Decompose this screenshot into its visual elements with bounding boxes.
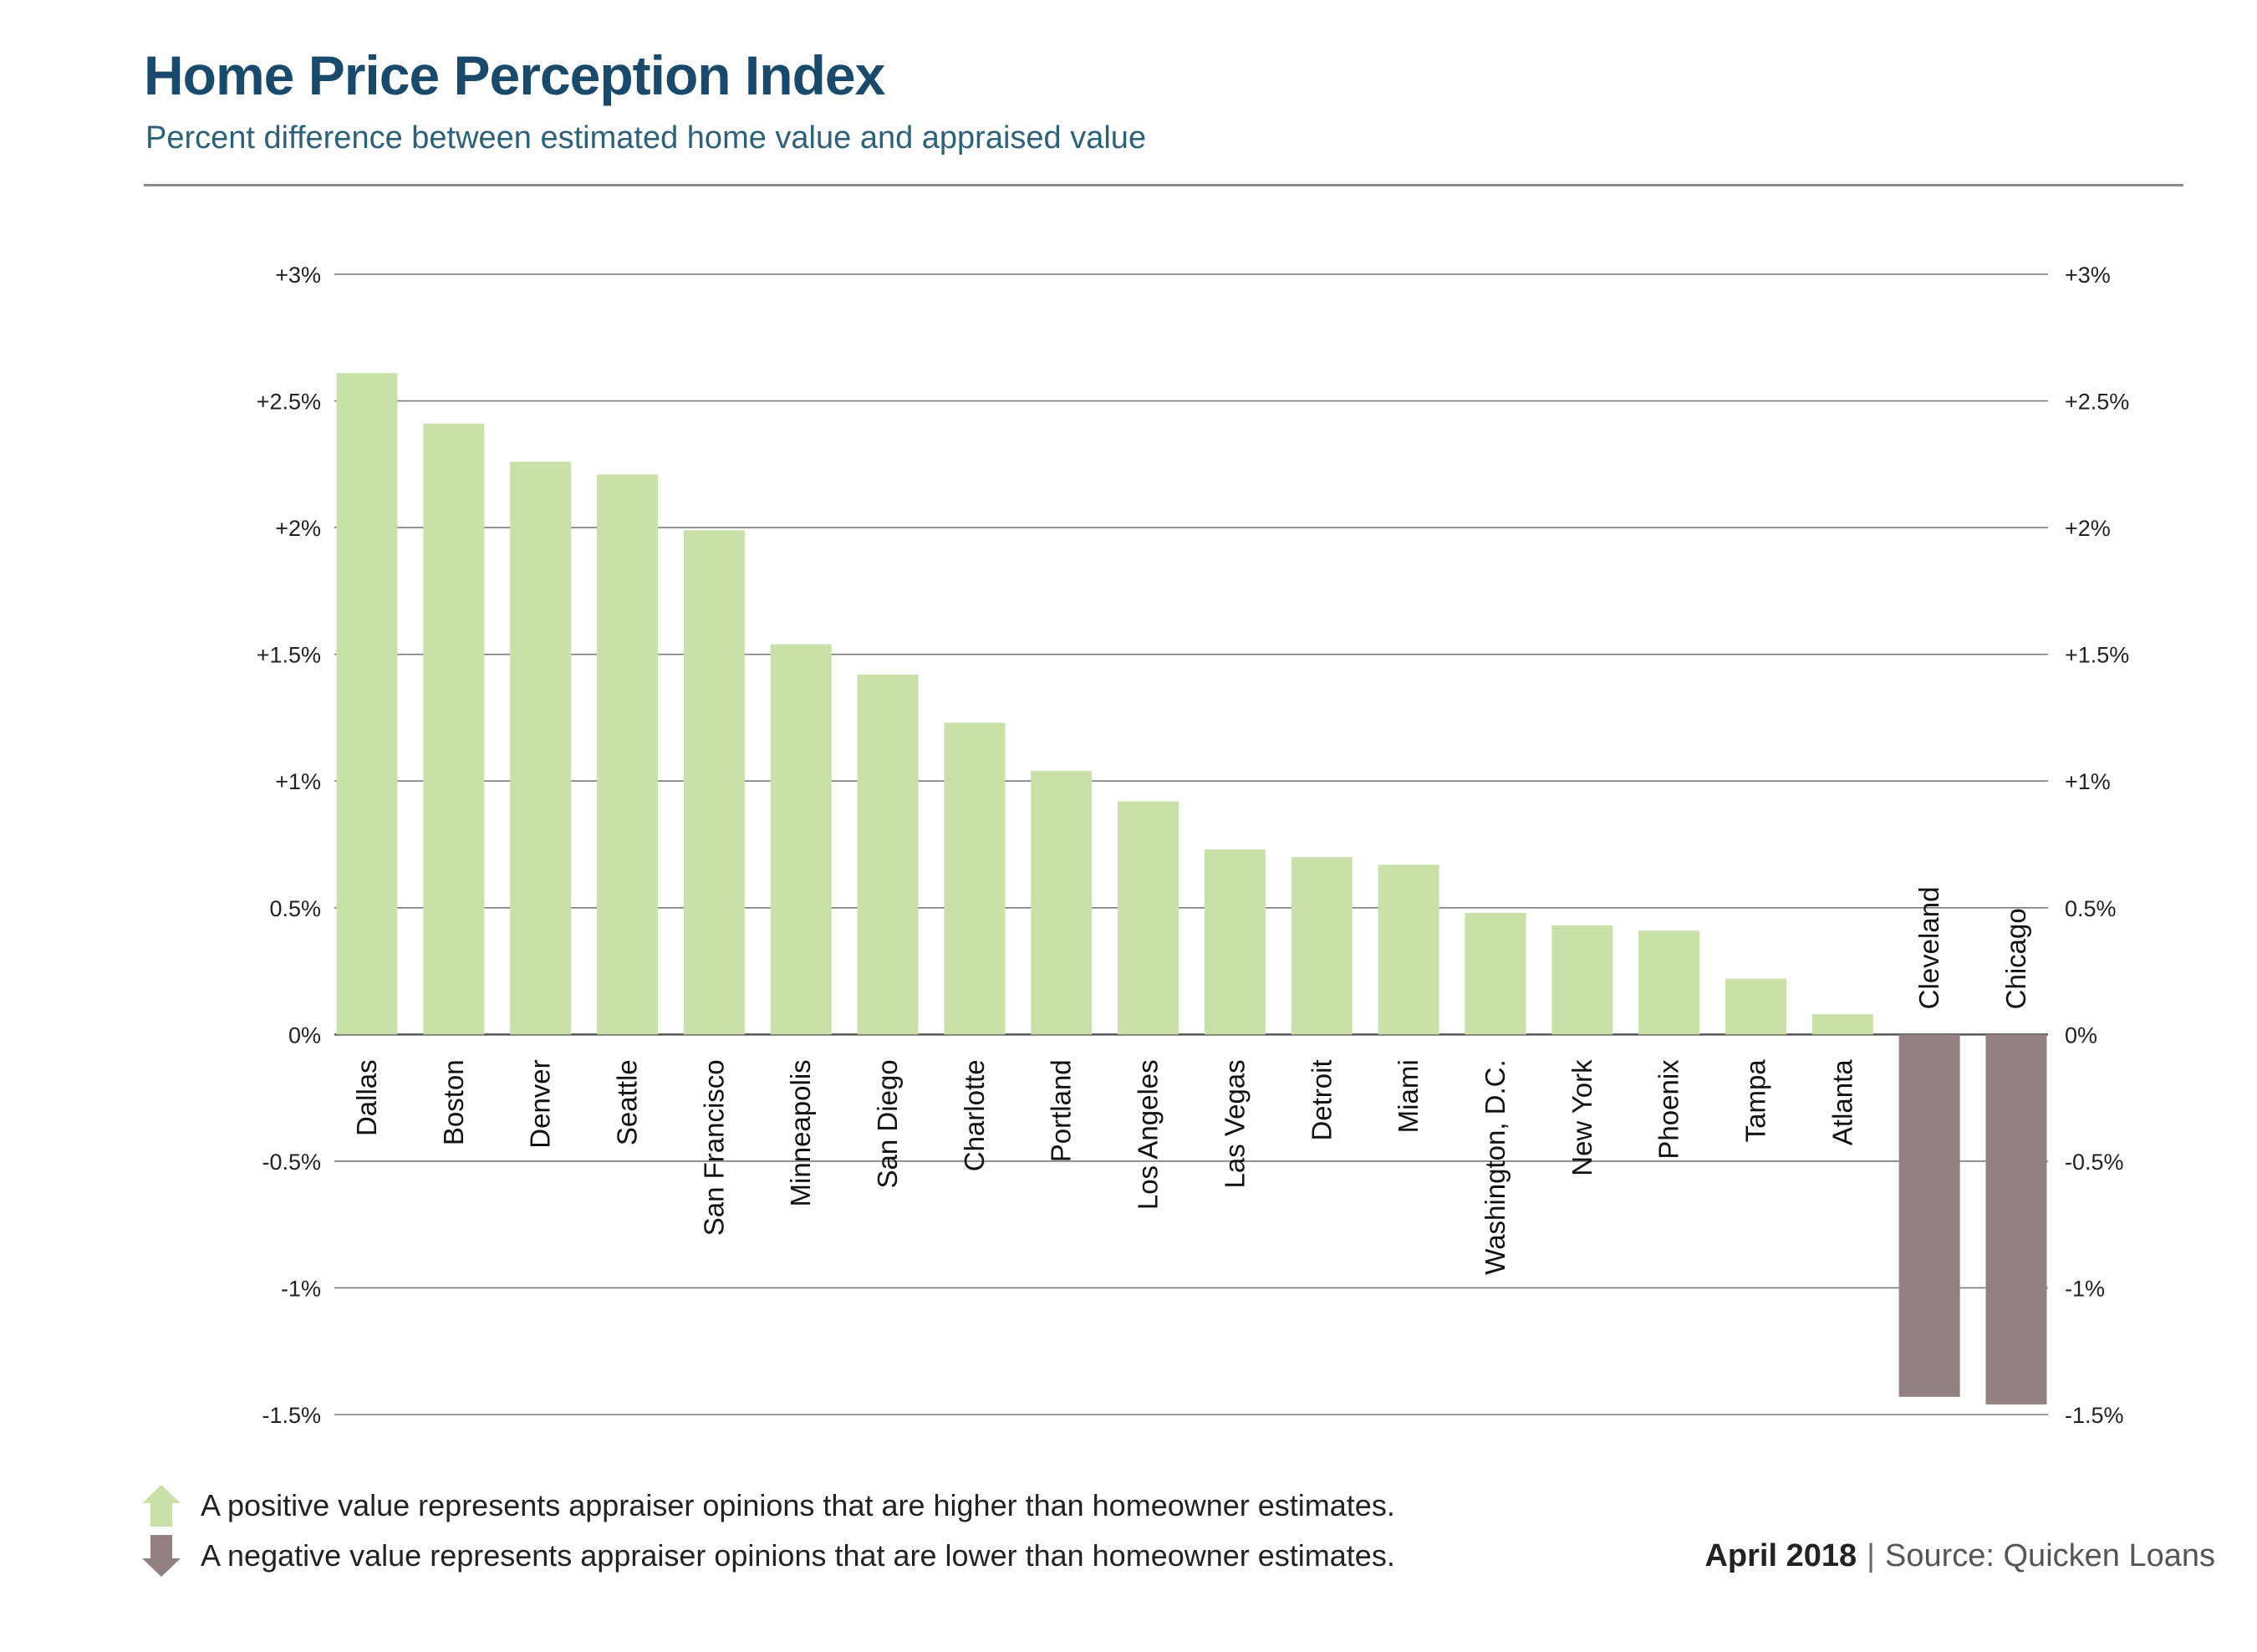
bar-tampa bbox=[1725, 978, 1786, 1035]
bar-miami bbox=[1378, 864, 1439, 1035]
footer-date: April 2018 bbox=[1704, 1538, 1857, 1573]
category-label: Tampa bbox=[1740, 1059, 1770, 1143]
bars bbox=[336, 373, 2047, 1405]
bar-detroit bbox=[1291, 857, 1353, 1035]
bar-seattle bbox=[597, 474, 659, 1035]
footer: April 2018 | Source: Quicken Loans bbox=[1704, 1538, 2215, 1574]
y-tick-label-left: 0% bbox=[288, 1022, 321, 1048]
category-label: San Diego bbox=[872, 1059, 903, 1188]
y-tick-labels: +3% +3% +2.5% +2.5% +2% +2% +1.5% +1.5% +1% +1% 0.… bbox=[257, 263, 2130, 1428]
y-tick-label-right: 0% bbox=[2065, 1022, 2097, 1048]
y-tick-label-right: -1% bbox=[2065, 1276, 2105, 1301]
bar-dallas bbox=[336, 373, 398, 1035]
category-label: Atlanta bbox=[1826, 1059, 1857, 1145]
y-tick-label-left: +3% bbox=[275, 263, 321, 288]
category-label: Seattle bbox=[612, 1059, 643, 1145]
y-tick-label-right: +2% bbox=[2065, 516, 2111, 541]
legend-negative-text: A negative value represents appraiser op… bbox=[201, 1538, 1395, 1573]
bar-phoenix bbox=[1638, 931, 1700, 1035]
category-label: Charlotte bbox=[959, 1059, 990, 1171]
bar-boston bbox=[423, 423, 485, 1035]
up-arrow-icon bbox=[142, 1485, 181, 1527]
y-tick-label-left: +2% bbox=[275, 516, 321, 541]
y-tick-label-right: -0.5% bbox=[2065, 1150, 2124, 1175]
bar-los-angeles bbox=[1118, 801, 1179, 1035]
category-label: Phoenix bbox=[1653, 1059, 1684, 1160]
footer-separator: | bbox=[1867, 1538, 1875, 1573]
category-label: Minneapolis bbox=[785, 1059, 816, 1206]
category-label: Dallas bbox=[351, 1059, 382, 1136]
bar-chicago bbox=[1985, 1034, 2047, 1405]
bar-san-diego bbox=[857, 674, 919, 1035]
grid-lines bbox=[334, 273, 2048, 1415]
category-label: Las Vegas bbox=[1219, 1059, 1250, 1188]
header-divider bbox=[144, 184, 2183, 186]
chart-title: Home Price Perception Index bbox=[144, 44, 885, 106]
category-label: Portland bbox=[1046, 1059, 1077, 1162]
y-tick-label-left: -0.5% bbox=[262, 1150, 321, 1175]
bar-cleveland bbox=[1898, 1034, 1960, 1397]
bar-new-york bbox=[1551, 925, 1613, 1035]
bar-minneapolis bbox=[770, 644, 832, 1035]
y-tick-label-right: +3% bbox=[2065, 263, 2111, 288]
y-tick-label-right: +1% bbox=[2065, 769, 2111, 794]
down-arrow-icon bbox=[142, 1535, 181, 1577]
bar-washington-d-c bbox=[1465, 912, 1526, 1035]
y-tick-label-right: +1.5% bbox=[2065, 643, 2129, 668]
bar-las-vegas bbox=[1204, 849, 1266, 1035]
category-label: San Francisco bbox=[698, 1059, 729, 1236]
y-tick-label-left: +1.5% bbox=[257, 643, 321, 668]
legend-negative: A negative value represents appraiser op… bbox=[140, 1533, 1395, 1578]
y-tick-label-left: +2.5% bbox=[257, 390, 321, 415]
y-tick-label-right: +2.5% bbox=[2065, 390, 2129, 415]
y-tick-label-left: +1% bbox=[275, 769, 321, 794]
category-labels: Dallas Boston Denver Seattle San Francisco Mi… bbox=[351, 887, 2031, 1275]
legend-positive-text: A positive value represents appraiser op… bbox=[201, 1488, 1395, 1522]
y-tick-label-left: -1% bbox=[281, 1276, 321, 1301]
category-label: Denver bbox=[525, 1059, 556, 1148]
category-label: Detroit bbox=[1306, 1059, 1337, 1140]
bar-denver bbox=[510, 461, 572, 1035]
chart-subtitle: Percent difference between estimated hom… bbox=[145, 120, 1147, 156]
legend-positive: A positive value represents appraiser op… bbox=[140, 1483, 1395, 1528]
category-label: Chicago bbox=[2000, 908, 2031, 1009]
category-label: Los Angeles bbox=[1133, 1059, 1164, 1210]
y-tick-label-right: 0.5% bbox=[2065, 896, 2117, 921]
category-label: Cleveland bbox=[1913, 887, 1944, 1010]
y-tick-label-left: -1.5% bbox=[262, 1403, 321, 1428]
bar-san-francisco bbox=[683, 530, 745, 1035]
bar-portland bbox=[1031, 771, 1093, 1035]
y-tick-label-left: 0.5% bbox=[269, 896, 321, 921]
category-label: Boston bbox=[438, 1059, 469, 1145]
bar-atlanta bbox=[1811, 1014, 1873, 1035]
y-tick-label-right: -1.5% bbox=[2065, 1403, 2124, 1428]
footer-source: Source: Quicken Loans bbox=[1884, 1538, 2215, 1573]
bar-charlotte bbox=[944, 722, 1006, 1035]
category-label: New York bbox=[1567, 1059, 1597, 1176]
category-label: Washington, D.C. bbox=[1480, 1059, 1511, 1274]
category-label: Miami bbox=[1393, 1059, 1424, 1133]
